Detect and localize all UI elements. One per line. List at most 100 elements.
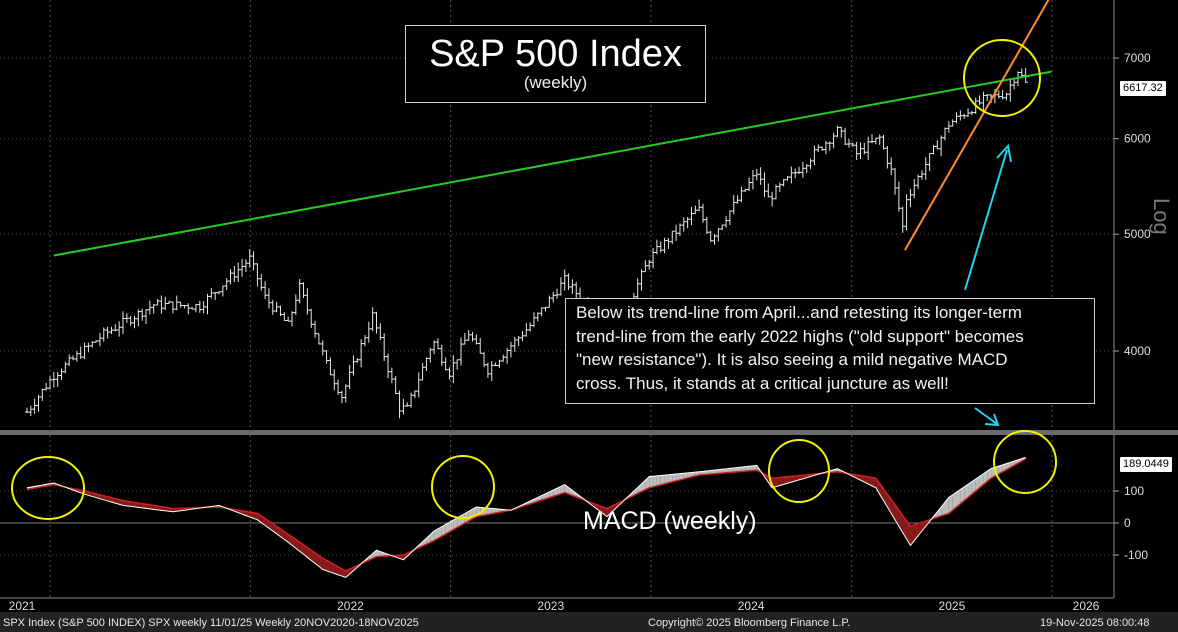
macd-histogram-band xyxy=(311,550,316,564)
macd-histogram-band xyxy=(557,486,561,496)
macd-histogram-band xyxy=(461,513,465,526)
price-bars xyxy=(24,68,1028,419)
macd-y-tick-label: 100 xyxy=(1124,484,1144,498)
macd-histogram-band xyxy=(749,465,753,471)
y-axis-label: Log xyxy=(1149,198,1174,235)
highlight-circle xyxy=(963,39,1041,117)
highlight-circle xyxy=(768,439,830,503)
macd-histogram-band xyxy=(856,475,861,481)
annotation-box: Below its trend-line from April...and re… xyxy=(565,298,1095,404)
macd-histogram-band xyxy=(941,502,945,516)
x-tick-label: 2022 xyxy=(337,599,364,613)
macd-histogram-band xyxy=(779,477,784,486)
macd-histogram-band xyxy=(737,467,742,472)
annotation-line: trend-line from the early 2022 highs ("o… xyxy=(576,326,1024,346)
macd-histogram-band xyxy=(921,521,926,531)
macd-histogram-band xyxy=(875,478,880,495)
macd-histogram-band xyxy=(1010,461,1015,468)
macd-histogram-band xyxy=(656,475,661,486)
macd-histogram-band xyxy=(787,476,792,484)
footer-timestamp: 19-Nov-2025 08:00:48 xyxy=(1040,617,1150,629)
macd-histogram-band xyxy=(971,479,976,495)
last-macd-tag: 189.0449 xyxy=(1120,457,1172,472)
x-tick-label: 2021 xyxy=(9,599,36,613)
macd-histogram-band xyxy=(729,467,734,473)
arrow-shaft xyxy=(964,149,1008,291)
macd-histogram-band xyxy=(668,474,673,483)
macd-histogram-band xyxy=(568,487,573,496)
macd-histogram-band xyxy=(307,547,312,561)
macd-histogram-band xyxy=(714,469,719,474)
trend-line xyxy=(904,0,1050,251)
macd-histogram-band xyxy=(718,469,723,474)
macd-histogram-band xyxy=(726,468,730,473)
macd-histogram-band xyxy=(441,524,446,537)
last-price-tag: 6617.32 xyxy=(1120,81,1166,96)
macd-histogram-band xyxy=(606,506,611,517)
macd-histogram-band xyxy=(948,494,953,514)
macd-histogram-band xyxy=(437,526,442,539)
macd-histogram-band xyxy=(741,466,746,472)
x-tick-label: 2023 xyxy=(537,599,564,613)
macd-histogram-band xyxy=(906,520,911,546)
highlight-circle xyxy=(993,430,1057,494)
footer-bar: SPX Index (S&P 500 INDEX) SPX weekly 11/… xyxy=(0,615,1178,632)
macd-histogram-band xyxy=(910,524,915,546)
arrow-head xyxy=(984,413,1000,427)
macd-histogram-band xyxy=(918,522,922,536)
macd-histogram-band xyxy=(752,465,757,471)
y-tick-label: 6000 xyxy=(1124,132,1151,146)
y-tick-label: 4000 xyxy=(1124,344,1151,358)
macd-histogram-band xyxy=(964,484,969,501)
footer-copyright: Copyright© 2025 Bloomberg Finance L.P. xyxy=(648,617,851,629)
macd-histogram-band xyxy=(445,522,450,535)
macd-histogram-band xyxy=(434,528,438,541)
macd-histogram-band xyxy=(453,517,458,530)
footer-source: SPX Index (S&P 500 INDEX) SPX weekly 11/… xyxy=(3,617,419,629)
highlight-circle xyxy=(11,456,85,520)
macd-histogram-band xyxy=(315,552,319,567)
chart-title-box: S&P 500 Index (weekly) xyxy=(405,25,706,103)
annotation-line: "new resistance"). It is also seeing a m… xyxy=(576,350,1008,369)
macd-histogram-band xyxy=(599,505,604,514)
macd-histogram-band xyxy=(664,474,669,484)
macd-histogram-band xyxy=(553,488,558,497)
macd-histogram-band xyxy=(130,501,135,507)
macd-histogram-band xyxy=(872,477,876,488)
y-tick-label: 7000 xyxy=(1124,51,1151,65)
macd-histogram-band xyxy=(975,476,980,491)
macd-histogram-band xyxy=(295,539,300,552)
macd-histogram-band xyxy=(122,500,127,506)
annotation-line: Below its trend-line from April...and re… xyxy=(576,303,1022,322)
macd-histogram-band xyxy=(979,473,984,488)
macd-histogram-band xyxy=(937,507,942,518)
macd-histogram-band xyxy=(653,475,657,487)
macd-histogram-band xyxy=(956,489,961,507)
arrow-head xyxy=(996,143,1012,163)
macd-histogram-band xyxy=(487,508,492,515)
macd-histogram-band xyxy=(449,520,454,532)
annotation-line: cross. Thus, it stands at a critical jun… xyxy=(576,373,949,393)
macd-histogram-band xyxy=(902,515,907,539)
macd-histogram-band xyxy=(672,474,677,482)
macd-histogram-band xyxy=(334,564,339,575)
macd-histogram-band xyxy=(426,534,431,545)
macd-histogram-band xyxy=(299,542,304,555)
macd-histogram-band xyxy=(791,475,796,483)
chart-subtitle: (weekly) xyxy=(523,73,588,92)
macd-histogram-band xyxy=(783,476,788,485)
footer-background xyxy=(0,612,1178,632)
arrow-shaft xyxy=(974,407,998,425)
macd-histogram-band xyxy=(960,486,965,504)
macd-histogram-band xyxy=(676,473,680,481)
macd-histogram-band xyxy=(134,502,139,508)
macd-histogram-band xyxy=(560,484,565,494)
macd-histogram-band xyxy=(326,560,331,573)
macd-histogram-band xyxy=(649,476,654,488)
macd-histogram-band xyxy=(722,468,727,474)
macd-histogram-band xyxy=(330,562,335,574)
macd-histogram-band xyxy=(322,558,327,571)
macd-histogram-band xyxy=(660,475,665,485)
macd-histogram-band xyxy=(253,512,258,520)
x-tick-label: 2024 xyxy=(738,599,765,613)
